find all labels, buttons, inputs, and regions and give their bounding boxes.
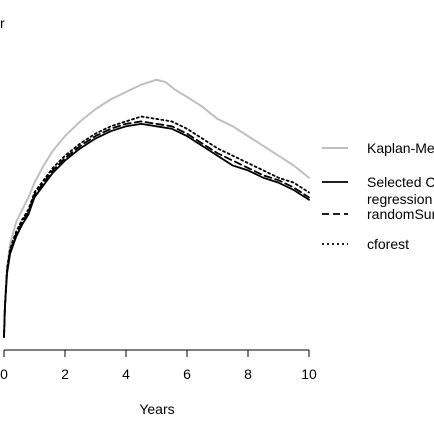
legend-item-kaplan-mei: Kaplan-Mei (322, 140, 434, 156)
legend-item-cforest: cforest (322, 236, 409, 252)
x-tick-label-10: 10 (301, 366, 317, 382)
legend-item-randomsur: randomSur (322, 206, 434, 222)
plot-area (3, 78, 310, 338)
series-line-kaplan-mei (3, 78, 310, 336)
legend-label: regression (367, 191, 432, 207)
series-line-cforest (3, 115, 310, 338)
series-line-randomsur (3, 120, 310, 338)
x-axis: 0 2 4 6 8 10 Years (0, 349, 317, 417)
x-axis-label: Years (139, 401, 174, 417)
x-ticks: 0 2 4 6 8 10 (0, 350, 317, 382)
legend: Kaplan-Mei Selected CeregressionrandomSur… (322, 140, 434, 252)
legend-label: Kaplan-Mei (367, 140, 434, 156)
legend-label: randomSur (367, 206, 434, 222)
x-tick-label-0: 0 (0, 366, 8, 382)
x-tick-label-8: 8 (244, 366, 252, 382)
x-tick-label-4: 4 (122, 366, 130, 382)
series-line-selected-ce-regression (3, 122, 310, 338)
x-tick-label-2: 2 (61, 366, 69, 382)
top-left-fragment: r (0, 15, 5, 31)
legend-label: cforest (367, 236, 409, 252)
legend-label: Selected Ce (367, 174, 434, 190)
x-tick-label-6: 6 (183, 366, 191, 382)
legend-item-selected-ce-regression: Selected Ceregression (322, 174, 434, 207)
